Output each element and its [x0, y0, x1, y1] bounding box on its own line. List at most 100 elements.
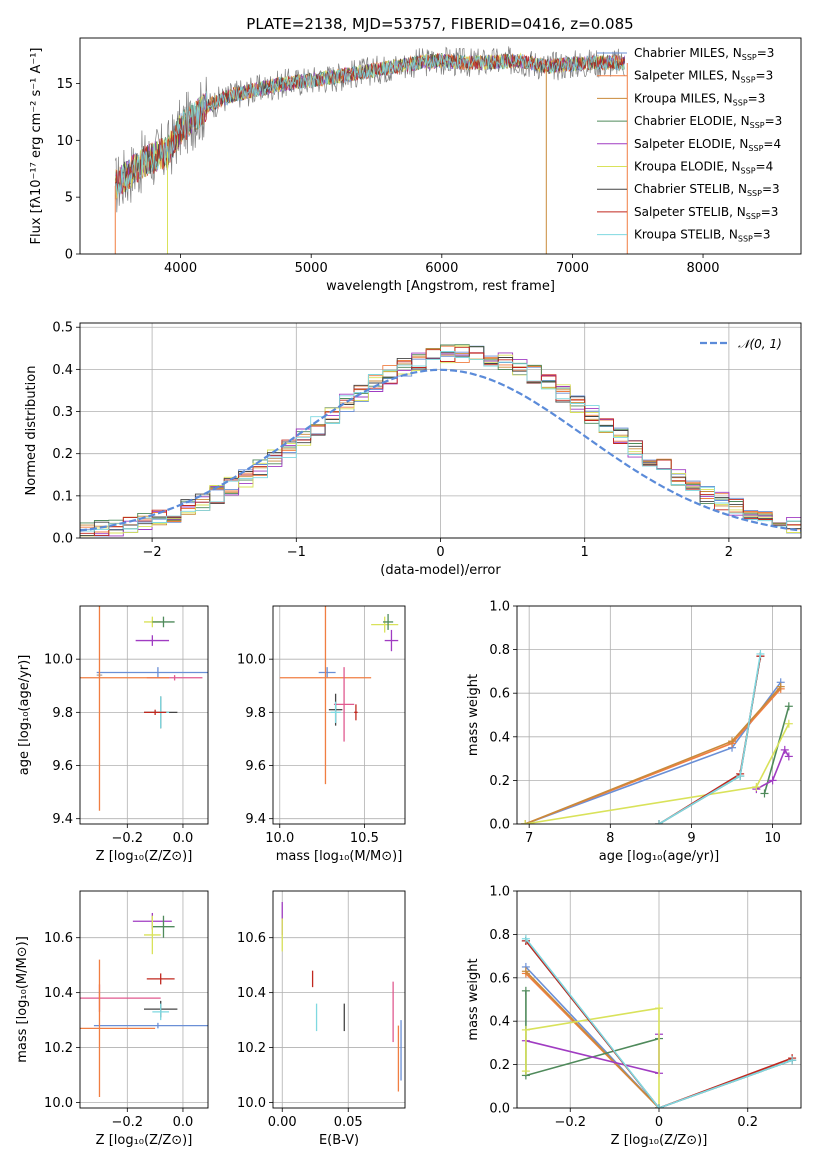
weight-marker	[752, 782, 761, 791]
legend-entry-main: Salpeter STELIB, N	[634, 205, 746, 219]
age-vs-z-xtick-label: −0.2	[112, 831, 144, 846]
mass-vs-ebv-panel: 0.00 0.05 10.0 10.2 10.4 10.6 E(B-V)	[237, 890, 406, 1148]
legend-entry-main: Kroupa MILES, N	[634, 91, 733, 105]
spectrum-ylabel: Flux [fλ10⁻¹⁷ erg cm⁻² s⁻¹ A⁻¹]	[29, 48, 44, 245]
age-vs-z-ytick-label: 9.8	[52, 706, 73, 721]
weight-vs-z-ylabel: mass weight	[466, 958, 481, 1040]
weight-vs-age-ytick-label: 1.0	[489, 600, 510, 615]
weight-vs-age-xtick-label: 9	[687, 831, 695, 846]
weight-vs-age-plot-area	[521, 649, 793, 824]
weight-vs-age-xtick-label: 7	[525, 831, 533, 846]
weight-line	[525, 938, 793, 1108]
legend-entry: Chabrier MILES, NSSP=3	[634, 46, 774, 62]
legend-entry-main: Chabrier ELODIE, N	[634, 114, 750, 128]
mass-vs-z-xtick-label: −0.2	[112, 1115, 144, 1130]
mass-vs-z-frame	[79, 890, 209, 1109]
errorbar-point	[80, 959, 156, 1098]
weight-line	[763, 706, 790, 794]
weight-marker	[776, 682, 785, 691]
legend-entry-tail: =3	[761, 205, 779, 219]
weight-vs-z-xtick-label: 0	[655, 1115, 663, 1130]
residuals-xtick-label: 0	[436, 545, 444, 560]
weight-marker	[788, 1056, 797, 1065]
spectrum-xtick-label: 7000	[556, 261, 589, 276]
weight-vs-age-xtick-label: 10	[764, 831, 781, 846]
weight-vs-z-plot-area	[521, 934, 797, 1108]
legend-entry: Chabrier ELODIE, NSSP=3	[634, 114, 782, 130]
weight-vs-age-axes: 7 8 9 10 0.0 0.2 0.4 0.6 0.8 1.0	[489, 600, 781, 847]
residuals-xtick-label: −2	[143, 545, 162, 560]
weight-vs-z-axes: −0.2 0 0.2 0.0 0.2 0.4 0.6 0.8 1.0	[489, 885, 758, 1131]
age-vs-z-xtick-label: 0.0	[173, 831, 194, 846]
mass-vs-ebv-background	[273, 891, 405, 1108]
weight-vs-z-xtick-label: −0.2	[554, 1115, 586, 1130]
errorbar-point	[318, 667, 336, 678]
mass-vs-ebv-xlabel: E(B-V)	[319, 1133, 359, 1148]
mass-vs-ebv-xtick-label: 0.00	[268, 1115, 297, 1130]
weight-vs-age-ytick-label: 0.8	[489, 643, 510, 658]
weight-vs-age-xtick-label: 8	[606, 831, 614, 846]
mass-vs-ebv-ytick-label: 10.0	[237, 1096, 266, 1111]
spectrum-ytick-label: 0	[65, 248, 73, 263]
age-vs-mass-frame	[272, 605, 406, 825]
residuals-xtick-label: −1	[287, 545, 306, 560]
mass-vs-ebv-frame	[272, 890, 406, 1109]
weight-marker	[521, 820, 530, 824]
legend-entry-main: Salpeter MILES, N	[634, 69, 741, 83]
legend-entry-tail: =4	[756, 160, 774, 174]
errorbar-point	[371, 616, 399, 633]
age-vs-mass-ytick-label: 9.6	[245, 759, 266, 774]
legend-entry-tail: =3	[756, 69, 774, 83]
legend-entry-sub: SSP	[738, 235, 753, 244]
residuals-ytick-label: 0.1	[52, 489, 73, 504]
spectrum-frame	[79, 37, 802, 255]
weight-vs-age-ytick-label: 0.2	[489, 774, 510, 789]
age-vs-z-ylabel: age [log₁₀(age/yr)]	[17, 655, 32, 776]
age-vs-z-background	[80, 606, 208, 824]
legend-entry-main: Kroupa ELODIE, N	[634, 160, 741, 174]
legend-entry-sub: SSP	[750, 121, 765, 130]
residual-histogram	[80, 351, 801, 538]
weight-line	[525, 1007, 660, 1108]
spectrum-model-line	[114, 54, 626, 201]
residual-histogram	[80, 346, 801, 538]
age-vs-mass-plot-area	[279, 606, 399, 785]
mass-vs-z-ytick-label: 10.2	[44, 1041, 73, 1056]
weight-vs-z-ytick-label: 0.8	[489, 928, 510, 943]
legend-entry: Salpeter STELIB, NSSP=3	[634, 205, 778, 221]
spectrum-ytick-label: 15	[56, 77, 73, 92]
age-vs-mass-xtick-label: 10.5	[350, 831, 379, 846]
residuals-ylabel: Normed distribution	[24, 366, 39, 496]
weight-marker	[756, 649, 765, 658]
age-vs-mass-ytick-label: 9.8	[245, 706, 266, 721]
legend-entry-sub: SSP	[742, 53, 757, 62]
legend-entry-main: Chabrier STELIB, N	[634, 182, 747, 196]
weight-marker	[655, 1104, 663, 1108]
spectrum-xtick-label: 5000	[295, 261, 328, 276]
weight-vs-z-ytick-label: 1.0	[489, 885, 510, 900]
legend-entry-sub: SSP	[741, 167, 756, 176]
weight-marker	[521, 986, 530, 995]
errorbar-point	[384, 629, 399, 652]
age-vs-z-panel: −0.2 0.0 9.4 9.6 9.8 10.0 Z [log₁₀(Z/Z⊙)] age […	[17, 605, 209, 864]
weight-marker	[655, 1004, 663, 1013]
spectrum-xlabel: wavelength [Angstrom, rest frame]	[326, 279, 555, 294]
spectrum-ytick-label: 10	[56, 134, 73, 149]
legend-entry-sub: SSP	[748, 144, 763, 153]
mass-vs-z-ytick-label: 10.0	[44, 1096, 73, 1111]
weight-vs-age-xlabel: age [log₁₀(age/yr)]	[599, 849, 720, 864]
mass-vs-ebv-ytick-label: 10.6	[237, 931, 266, 946]
spectrum-model-line	[114, 53, 626, 200]
age-vs-mass-panel: 10.0 10.5 9.4 9.6 9.8 10.0 mass [log₁₀(M/M⊙)]	[237, 605, 406, 864]
spectrum-xtick-label: 6000	[425, 261, 458, 276]
mass-vs-z-ylabel: mass [log₁₀(M/M⊙)]	[15, 936, 30, 1063]
errorbar-point	[152, 616, 175, 628]
age-vs-z-ytick-label: 9.6	[52, 759, 73, 774]
mass-vs-ebv-ytick-label: 10.2	[237, 1041, 266, 1056]
residuals-ytick-label: 0.2	[52, 447, 73, 462]
spectrum-ytick-label: 5	[65, 191, 73, 206]
errorbar-point	[383, 613, 394, 630]
errorbar-point	[144, 915, 161, 955]
residuals-xtick-label: 2	[725, 545, 733, 560]
